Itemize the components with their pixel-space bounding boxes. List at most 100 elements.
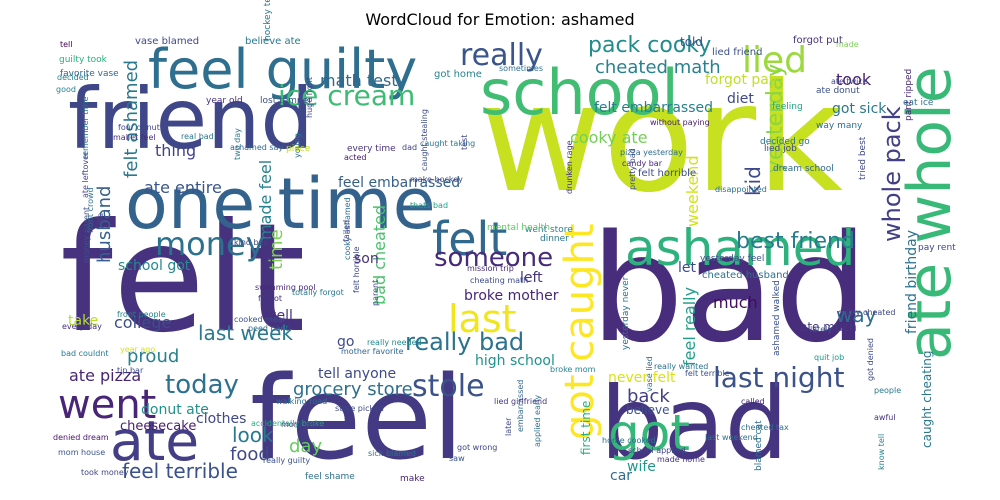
cloud-word: take (68, 313, 98, 329)
cloud-word: really guilty (263, 456, 310, 465)
cloud-word: ate much (800, 320, 857, 334)
cloud-word: failed (342, 220, 351, 242)
cloud-word: never felt (608, 370, 676, 386)
cloud-word: much (713, 293, 758, 312)
cloud-word: ate leftover (81, 151, 90, 198)
cloud-word: proud (127, 346, 179, 367)
cloud-word: go (337, 334, 354, 350)
cloud-word: every time (347, 144, 396, 154)
cloud-word: know tell (877, 434, 886, 470)
cloud-word: tip bar (117, 366, 144, 375)
cloud-word: acted (344, 153, 366, 162)
cloud-word: really (460, 38, 543, 73)
cloud-word: went store (525, 225, 573, 235)
cloud-word: friend birthday (904, 230, 920, 334)
cloud-word: front people (117, 310, 166, 319)
cloud-word: day (289, 436, 322, 457)
cloud-word: good (56, 85, 76, 94)
cloud-word: hockey team (263, 0, 273, 41)
cloud-word: cheesecake (120, 419, 196, 434)
cloud-word: mission trip (467, 264, 514, 273)
cloud-word: ate donut (816, 86, 860, 96)
cloud-word: forgot put (793, 35, 843, 46)
cloud-word: dream school (773, 164, 834, 174)
cloud-word: feel shame (305, 472, 355, 482)
cloud-word: pizza yesterday (620, 148, 683, 157)
cloud-word: clothes (196, 411, 246, 427)
cloud-word: cheated tax (741, 423, 789, 432)
cloud-word: broke mom (550, 365, 596, 374)
cloud-word: walking road (276, 397, 327, 406)
cloud-word: candy bar (622, 159, 663, 168)
cloud-word: school got (118, 258, 191, 274)
cloud-word: money parent (82, 207, 91, 263)
cloud-word: year ago (120, 345, 155, 354)
cloud-word: ate entire (144, 178, 222, 197)
cloud-word: last (448, 297, 517, 341)
cloud-word: parent (371, 280, 380, 306)
cloud-word: feel really (680, 287, 699, 366)
cloud-word: yesterday feel (700, 254, 764, 264)
cloud-word: caught stealing (420, 109, 429, 171)
cloud-word: cooky ashamed (343, 197, 352, 260)
cloud-word: caught taking (420, 139, 475, 148)
cloud-word: thats bad (410, 201, 448, 210)
cloud-word: grocery store (293, 379, 413, 400)
cloud-word: ate pizza (69, 366, 141, 385)
cloud-word: last weekend (705, 433, 758, 442)
cloud-word: felt (432, 212, 507, 266)
cloud-word: applied early (533, 395, 542, 447)
cloud-word: lately (810, 325, 832, 334)
cloud-word: told (680, 35, 703, 49)
cloud-word: people (874, 386, 901, 395)
cloud-word: today (165, 370, 239, 400)
cloud-word: sometimes (499, 64, 543, 73)
cloud-word: believe ate (245, 36, 301, 47)
cloud-word: way (836, 303, 877, 327)
cloud-word: diet (727, 91, 754, 107)
cloud-word: pay rent (918, 243, 956, 253)
cloud-word: stole (412, 369, 485, 404)
cloud-word: really needed (367, 338, 422, 347)
cloud-word: denied dream (53, 433, 109, 442)
cloud-word: got home (434, 69, 482, 80)
cloud-word: ice cream (278, 79, 415, 112)
cloud-word: front crowd (86, 187, 95, 233)
cloud-word: went (58, 382, 156, 428)
cloud-word: piece (286, 144, 311, 154)
cloud-word: lied girlfriend (494, 397, 547, 406)
cloud-word: ate twice (831, 77, 868, 86)
cloud-word: kid (741, 166, 765, 196)
cloud-word: bad (590, 203, 869, 375)
cloud-word: got (608, 404, 690, 462)
cloud-word: guilty cheated (838, 308, 895, 317)
cloud-word: cooky ate (570, 128, 648, 147)
cloud-word: tell (60, 40, 73, 49)
cloud-word: totally forgot (292, 288, 344, 297)
cloud-word: food (230, 444, 270, 465)
cloud-word: lied job (764, 144, 797, 154)
cloud-word: look (232, 423, 274, 447)
cloud-word: quit job (814, 353, 844, 362)
cloud-word: feeling (772, 102, 803, 112)
cloud-word: tell anyone (318, 366, 396, 382)
cloud-word: young (293, 133, 302, 158)
cloud-word: pretty bad (628, 148, 637, 190)
cloud-word: eat ice (903, 98, 934, 108)
cloud-word: husband (94, 186, 115, 263)
cloud-word: yesterday never (621, 276, 631, 350)
cloud-word: bad cheated (370, 205, 389, 305)
cloud-word: awful (874, 413, 896, 422)
cloud-word: ate (110, 409, 199, 473)
cloud-word: mom vase (281, 420, 323, 429)
cloud-word: made (836, 40, 859, 49)
cloud-word: forgot pay (705, 72, 777, 88)
cloud-word: way many (816, 121, 863, 131)
cloud-word: ashamed say (230, 143, 283, 152)
cloud-word: mental health (487, 223, 550, 233)
cloud-word: later (504, 417, 513, 436)
cloud-word: guilty took (59, 55, 108, 65)
cloud-word: embarrassed (516, 380, 525, 432)
cloud-word: son (354, 251, 379, 267)
